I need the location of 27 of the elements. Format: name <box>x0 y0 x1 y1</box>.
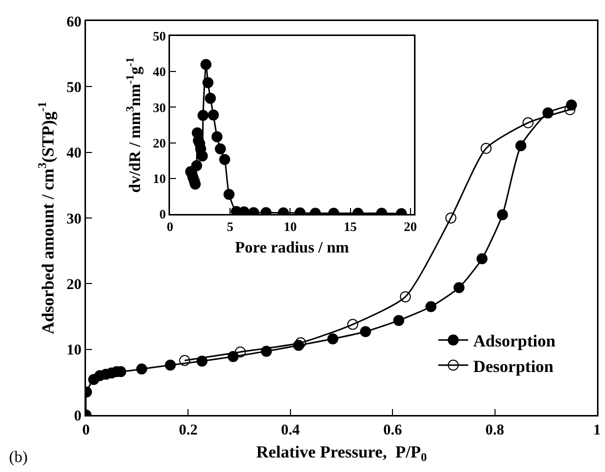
x-tick-label: 0.2 <box>178 422 198 438</box>
x-tick-label: 10 <box>284 219 297 234</box>
y-tick-label: 0 <box>159 206 166 222</box>
legend-label: Adsorption <box>473 332 556 351</box>
y-tick-label: 20 <box>66 276 82 293</box>
y-tick-label: 30 <box>66 211 82 228</box>
legend-label: Desorption <box>473 356 554 376</box>
y-tick-label: 0 <box>74 408 82 424</box>
y-tick-label: 10 <box>66 342 82 359</box>
x-tick-label: 1 <box>593 422 601 438</box>
y-tick-label: 50 <box>152 28 166 44</box>
text: (b) <box>9 449 28 466</box>
y-tick-label: 10 <box>152 170 166 186</box>
y-tick-label: 40 <box>66 146 82 162</box>
x-tick-label: 15 <box>344 219 358 234</box>
y-tick-label: 20 <box>152 135 166 150</box>
x-tick-label: 0.4 <box>281 422 300 438</box>
x-tick-label: 0.8 <box>485 422 504 438</box>
x-tick-label: 0.6 <box>383 422 402 438</box>
x-axis-title: Relative Pressure, P/P$_{0}$ <box>256 442 427 464</box>
y-tick-label: 40 <box>152 64 166 80</box>
x-axis-title: Pore radius / nm <box>235 240 350 257</box>
y-tick-label: 60 <box>66 14 82 30</box>
y-tick-label: 30 <box>152 100 166 115</box>
x-tick-label: 20 <box>404 219 417 234</box>
x-tick-label: 5 <box>226 219 234 234</box>
y-tick-label: 50 <box>66 80 82 96</box>
